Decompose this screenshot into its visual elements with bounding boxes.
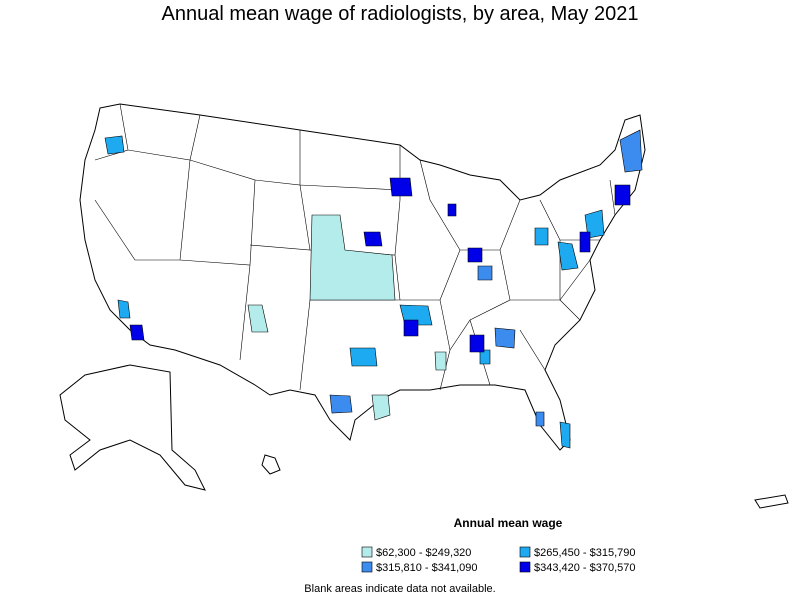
legend-label: $315,810 - $341,090 [376, 562, 478, 574]
puerto-rico [754, 494, 789, 509]
map-region [469, 334, 485, 353]
map-region [584, 209, 605, 239]
legend-swatch [361, 561, 373, 573]
map-region [309, 214, 396, 301]
map-region [434, 351, 447, 371]
legend-swatch [519, 561, 531, 573]
legend-swatch [361, 546, 373, 558]
map-region [117, 299, 131, 319]
map-region [389, 177, 413, 197]
map-region [329, 394, 353, 414]
legend-swatch [519, 546, 531, 558]
legend-label: $265,450 - $315,790 [534, 547, 636, 559]
map-region [371, 394, 391, 421]
alaska [59, 364, 206, 491]
map-title: Annual mean wage of radiologists, by are… [162, 3, 639, 25]
legend-title: Annual mean wage [454, 516, 563, 530]
legend-label: $62,300 - $249,320 [376, 547, 471, 559]
map-region [247, 304, 269, 333]
map-region [447, 203, 457, 217]
map-region [559, 421, 571, 449]
legend-label: $343,420 - $370,570 [534, 562, 636, 574]
map-region [349, 347, 378, 367]
map-region [579, 231, 591, 253]
map-region [494, 327, 516, 349]
map-region [477, 265, 493, 281]
map-region [614, 184, 631, 206]
map-regions [104, 129, 643, 449]
footnote: Blank areas indicate data not available. [304, 583, 495, 595]
map-region [467, 247, 483, 263]
map-region [363, 231, 383, 247]
map-region [619, 129, 643, 173]
map-region [104, 135, 125, 155]
hawaii [261, 454, 281, 475]
map-region [403, 319, 419, 337]
map-region [534, 227, 549, 246]
map-region [535, 411, 545, 427]
legend: $62,300 - $249,320 $265,450 - $315,790 $31… [361, 546, 636, 574]
map-region [557, 241, 579, 271]
map [59, 103, 789, 509]
map-region [479, 349, 491, 365]
map-region [129, 324, 145, 341]
